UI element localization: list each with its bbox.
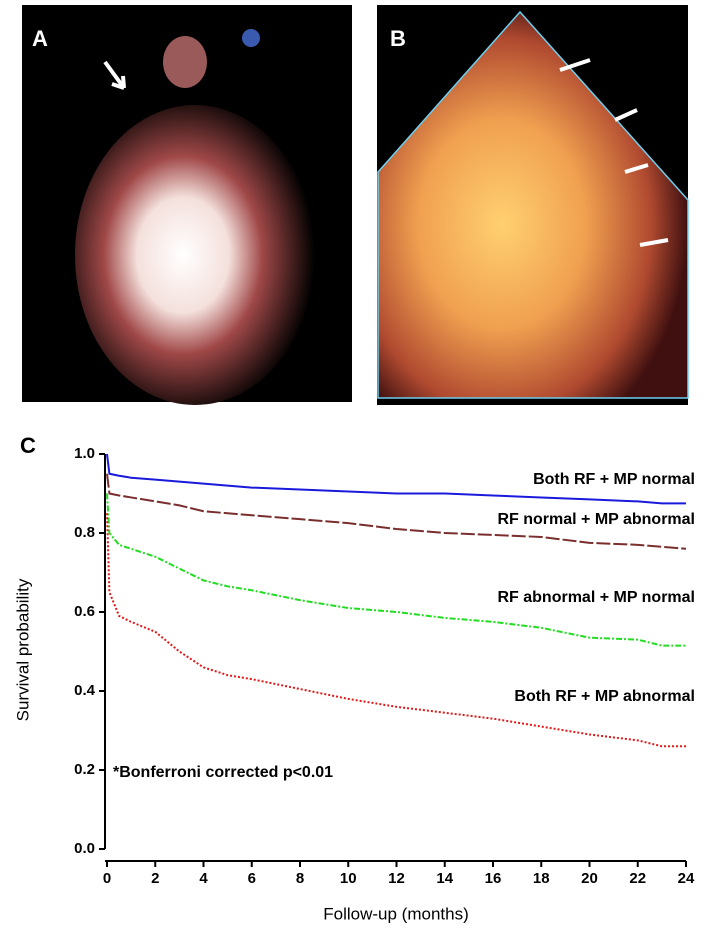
y-tick-label: 1.0 — [74, 445, 95, 462]
panel-label: B — [390, 26, 406, 51]
panel-a-image: A — [22, 5, 352, 405]
y-tick-label: 0.0 — [74, 840, 95, 857]
series-label: RF normal + MP abnormal — [497, 511, 695, 528]
series-line — [106, 493, 686, 647]
series-line — [106, 513, 686, 748]
x-tick-label: 16 — [485, 870, 502, 887]
x-tick-label: 14 — [436, 870, 453, 887]
x-tick-label: 10 — [340, 870, 357, 887]
x-tick-label: 0 — [103, 870, 111, 887]
x-tick-label: 8 — [296, 870, 304, 887]
series-line — [106, 453, 686, 505]
x-tick-label: 20 — [581, 870, 598, 887]
series-line — [106, 473, 687, 550]
y-tick-label: 0.2 — [74, 761, 95, 778]
y-axis-label: Survival probability — [13, 578, 32, 721]
series-label: RF abnormal + MP normal — [497, 589, 695, 606]
panel-label: A — [32, 26, 48, 51]
x-tick-label: 22 — [629, 870, 646, 887]
series-label: Both RF + MP normal — [533, 471, 695, 488]
series-label: Both RF + MP abnormal — [514, 688, 695, 705]
panel-b-image: B — [377, 5, 689, 405]
x-tick-label: 2 — [151, 870, 159, 887]
x-axis-label: Follow-up (months) — [323, 904, 469, 923]
annotation: *Bonferroni corrected p<0.01 — [113, 764, 333, 781]
x-tick-label: 24 — [678, 870, 695, 887]
y-tick-label: 0.6 — [74, 603, 95, 620]
panel-label: C — [20, 433, 36, 458]
x-tick-label: 4 — [199, 870, 208, 887]
x-tick-label: 18 — [533, 870, 550, 887]
x-tick-label: 6 — [248, 870, 256, 887]
x-tick-label: 12 — [388, 870, 405, 887]
y-tick-label: 0.8 — [74, 524, 95, 541]
y-tick-label: 0.4 — [74, 682, 96, 699]
